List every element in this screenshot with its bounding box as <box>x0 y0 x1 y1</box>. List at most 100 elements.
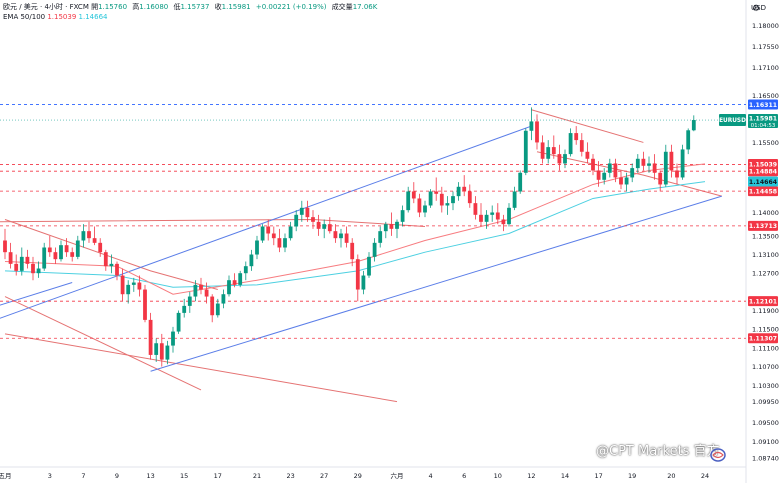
candle-body <box>574 133 579 141</box>
candle-body <box>305 207 310 218</box>
candle-body <box>221 294 226 304</box>
price-tag-value: 1.15981 <box>749 116 777 123</box>
x-tick-label: 10 <box>494 472 502 480</box>
candle-body <box>47 247 52 253</box>
low-value: 1.15737 <box>180 3 210 11</box>
price-tag-countdown: 01:04:53 <box>751 123 776 129</box>
level-tag-4-bg <box>748 220 778 231</box>
candle-body <box>204 289 209 297</box>
candle-body <box>25 256 30 264</box>
ema100-tag-label: 1.14664 <box>749 179 778 186</box>
candle-body <box>339 233 343 239</box>
volume-label: 成交量 <box>331 3 353 11</box>
level-tag-4-label: 1.13713 <box>749 223 777 230</box>
currency-label[interactable]: USD <box>751 4 766 12</box>
candle-body <box>187 296 192 306</box>
x-tick-label: 六月 <box>391 471 404 480</box>
candle-body <box>529 121 534 131</box>
candle-body <box>92 238 97 243</box>
candle-body <box>120 275 125 295</box>
candle-body <box>596 170 601 180</box>
candle-body <box>367 256 371 276</box>
candle-body <box>658 172 663 185</box>
close-label: 收 <box>214 3 222 11</box>
candle-body <box>512 191 517 208</box>
cpt-logo-icon <box>710 448 726 462</box>
candle-body <box>546 147 551 159</box>
candle-body <box>143 289 147 320</box>
bell-icon[interactable]: ⚙ <box>752 4 761 14</box>
channel-line-1 <box>150 195 722 372</box>
trend-line-red-3 <box>4 333 398 403</box>
candle-body <box>176 312 181 332</box>
x-tick-label: 29 <box>354 472 362 480</box>
x-tick-label: 17 <box>594 472 602 480</box>
candle-body <box>641 158 646 166</box>
x-tick-label: 6 <box>462 472 466 480</box>
candle-body <box>53 252 58 260</box>
candle-body <box>439 193 444 206</box>
candle-body <box>423 205 427 213</box>
low-label: 低 <box>173 3 181 11</box>
candle-body <box>585 151 590 159</box>
candle-body <box>479 214 483 222</box>
candle-body <box>462 186 467 192</box>
x-tick-label: 3 <box>48 472 52 480</box>
y-tick-label: 1.18000 <box>752 22 779 30</box>
candle-body <box>411 191 416 199</box>
symbol-line[interactable]: 欧元 / 美元 · 4小时 · FXCM <box>3 3 89 11</box>
candle-body <box>210 296 215 316</box>
candle-body <box>647 163 651 166</box>
candle-body <box>294 214 299 227</box>
x-tick-label: 23 <box>286 472 294 480</box>
candle-body <box>451 196 455 204</box>
candle-body <box>551 147 556 155</box>
candle-body <box>434 191 439 194</box>
y-tick-label: 1.15500 <box>752 139 779 147</box>
level-tag-0-label: 1.16311 <box>749 102 777 109</box>
y-tick-label: 1.09500 <box>752 419 779 427</box>
y-tick-label: 1.09100 <box>752 438 779 446</box>
candle-body <box>490 212 495 215</box>
trend-line-red-4 <box>531 109 644 143</box>
candle-body <box>87 231 91 239</box>
y-tick-label: 1.13500 <box>752 232 779 240</box>
candle-body <box>171 331 175 346</box>
level-tag-2-label: 1.14884 <box>749 169 778 176</box>
candle-body <box>501 219 506 225</box>
level-tag-3-label: 1.14458 <box>749 188 777 195</box>
candle-body <box>299 207 304 215</box>
ema-line[interactable]: EMA 50/100 1.15039 1.14664 <box>3 12 380 22</box>
candle-body <box>400 210 405 222</box>
candle-body <box>613 163 618 178</box>
close-value: 1.15981 <box>221 3 251 11</box>
candle-body <box>255 240 259 255</box>
candle-body <box>266 226 271 234</box>
ema50-tag-bg <box>748 158 778 169</box>
y-tick-label: 1.16500 <box>752 92 779 100</box>
price-tag-bg <box>748 114 778 129</box>
candle-body <box>428 191 433 206</box>
candle-body <box>383 224 388 232</box>
candle-body <box>630 168 635 178</box>
candle-body <box>624 177 629 185</box>
candle-body <box>327 224 332 232</box>
candle-body <box>602 172 607 180</box>
candle-body <box>59 245 63 260</box>
candle-body <box>316 221 321 229</box>
candle-body <box>70 252 75 257</box>
y-tick-label: 1.14000 <box>752 209 779 217</box>
candle-body <box>232 280 237 285</box>
ema100-tag-bg <box>748 176 778 187</box>
y-tick-label: 1.10700 <box>752 363 779 371</box>
candle-body <box>283 238 287 248</box>
candle-body <box>227 280 231 295</box>
candle-body <box>568 133 573 155</box>
candle-body <box>75 240 80 257</box>
candle-body <box>154 343 159 355</box>
channel-line-0 <box>0 125 532 319</box>
candle-body <box>378 231 383 243</box>
candle-body <box>322 224 327 229</box>
